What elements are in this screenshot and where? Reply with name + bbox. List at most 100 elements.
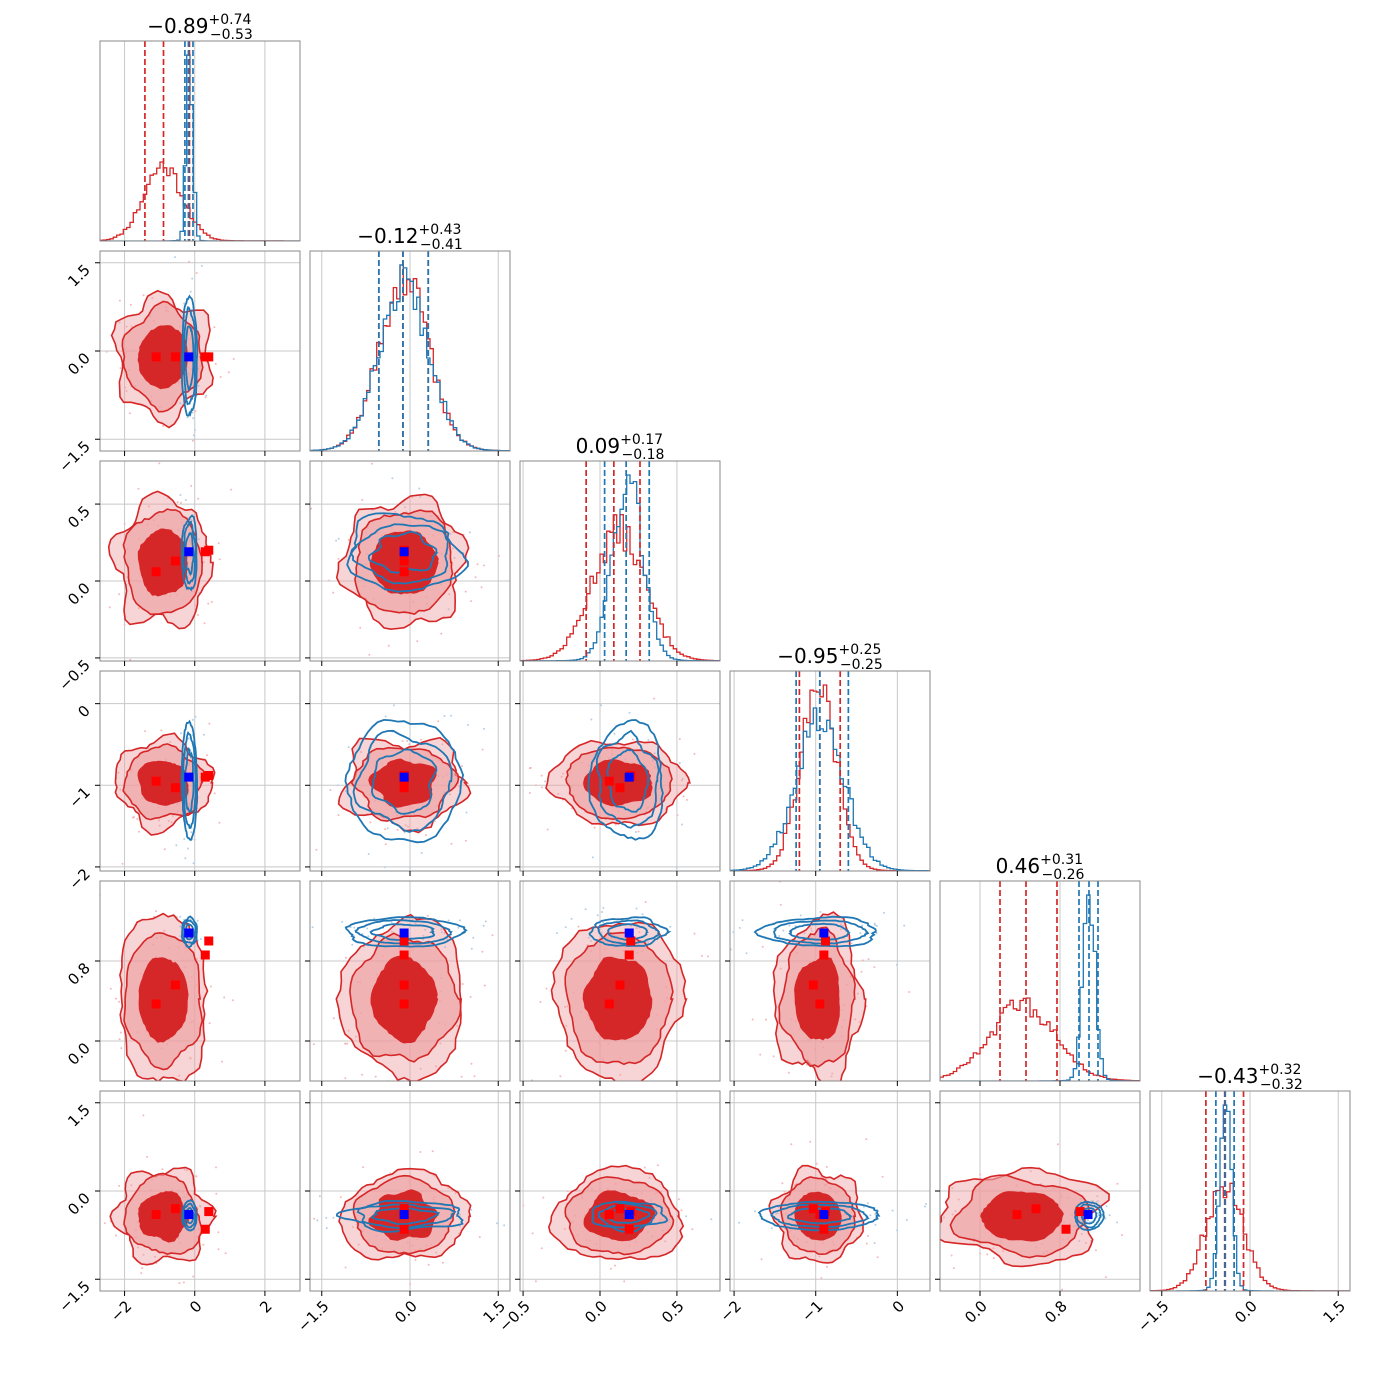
sample-point — [781, 1182, 784, 1185]
contour-panel-4-2 — [305, 670, 511, 876]
sample-point — [444, 946, 447, 949]
sample-point — [636, 1134, 638, 1136]
panel-frame — [99, 460, 301, 662]
sample-point — [443, 932, 446, 935]
x-tick-label: 0.0 — [581, 1297, 611, 1327]
sample-point — [200, 938, 202, 940]
sample-point — [185, 1169, 188, 1172]
sample-point — [167, 820, 170, 822]
sample-point — [192, 1275, 195, 1278]
sample-point — [318, 1195, 321, 1198]
sample-point — [142, 1253, 145, 1256]
red-marker — [1012, 1210, 1022, 1220]
sample-point — [194, 715, 197, 718]
sample-point — [470, 1208, 473, 1211]
x-tick-label: 0.5 — [658, 1297, 688, 1327]
sample-point — [204, 1084, 206, 1086]
contour-panel-6-3 — [515, 1090, 721, 1296]
sample-point — [635, 907, 638, 910]
sample-point — [160, 729, 163, 732]
y-tick-label: 0.0 — [64, 349, 94, 379]
sample-point — [148, 505, 150, 508]
x-tick-label: 2 — [256, 1297, 275, 1316]
sample-point — [841, 924, 844, 927]
panel-frame — [729, 880, 931, 1082]
sample-point — [797, 1081, 799, 1083]
sample-point — [861, 924, 863, 927]
sample-point — [178, 1282, 181, 1285]
sample-point — [754, 1210, 756, 1213]
sample-point — [332, 1017, 335, 1020]
x-tick-label: 0 — [186, 1297, 205, 1316]
sample-point — [623, 1280, 626, 1283]
contour-panel-6-2 — [305, 1090, 511, 1296]
red-marker — [604, 1210, 614, 1220]
sample-point — [609, 1267, 612, 1270]
sample-point — [192, 417, 195, 420]
sample-point — [310, 507, 313, 510]
x-tick-label: −2 — [717, 1297, 745, 1325]
sample-point — [105, 350, 108, 353]
sample-point — [184, 857, 187, 860]
sample-point — [195, 272, 198, 274]
sample-point — [452, 531, 454, 534]
red-marker — [808, 980, 818, 990]
sample-point — [387, 1083, 389, 1085]
sample-point — [191, 718, 194, 721]
sample-point — [425, 834, 427, 836]
sample-point — [732, 931, 735, 934]
histogram-panel-6: −0.43+0.32 −0.32 — [1149, 1062, 1351, 1296]
sample-point — [329, 789, 332, 791]
sample-point — [631, 738, 634, 741]
sample-point — [357, 1243, 360, 1246]
sample-point — [809, 1140, 812, 1143]
title-median: −0.43 — [1197, 1064, 1258, 1088]
red-marker — [815, 999, 825, 1009]
sample-point — [496, 1222, 498, 1225]
x-tick-label: 0 — [889, 1297, 908, 1316]
sample-point — [759, 1053, 762, 1056]
sample-point — [440, 928, 443, 931]
sample-point — [179, 935, 182, 938]
sample-point — [390, 921, 393, 923]
sample-point — [401, 740, 404, 742]
sample-point — [414, 1258, 417, 1261]
sample-point — [799, 914, 802, 917]
sample-point — [577, 925, 580, 928]
sample-point — [643, 1166, 646, 1169]
contour-panel-5-3 — [515, 880, 721, 1136]
sample-point — [121, 862, 124, 865]
sample-point — [414, 922, 417, 925]
sample-point — [447, 919, 450, 922]
sample-point — [474, 576, 477, 579]
sample-point — [480, 586, 483, 589]
sample-point — [344, 1266, 347, 1269]
sample-point — [470, 947, 473, 950]
sample-point — [355, 1223, 358, 1226]
sample-point — [472, 936, 475, 939]
sample-point — [782, 929, 785, 932]
blue-histogram — [730, 707, 930, 871]
red-marker — [151, 352, 161, 362]
sample-point — [681, 823, 684, 826]
sample-point — [407, 825, 409, 828]
sample-point — [563, 1227, 566, 1230]
contour-panel-3-1 — [95, 460, 301, 666]
sample-point — [528, 767, 531, 770]
panel-frame — [519, 460, 721, 662]
sample-point — [809, 927, 812, 930]
sample-point — [129, 303, 132, 306]
sample-point — [569, 1111, 571, 1113]
red-marker — [200, 1224, 210, 1234]
sample-point — [449, 532, 452, 535]
sample-point — [213, 792, 216, 795]
sample-point — [678, 762, 681, 764]
y-tick-label: 0 — [74, 702, 93, 721]
red-marker — [151, 567, 161, 577]
y-tick-label: 0.0 — [64, 579, 94, 609]
sample-point — [765, 1018, 767, 1021]
sample-point — [1094, 1249, 1097, 1252]
sample-point — [456, 1024, 459, 1027]
red-contour-inner — [582, 956, 653, 1041]
sample-point — [775, 1212, 778, 1215]
